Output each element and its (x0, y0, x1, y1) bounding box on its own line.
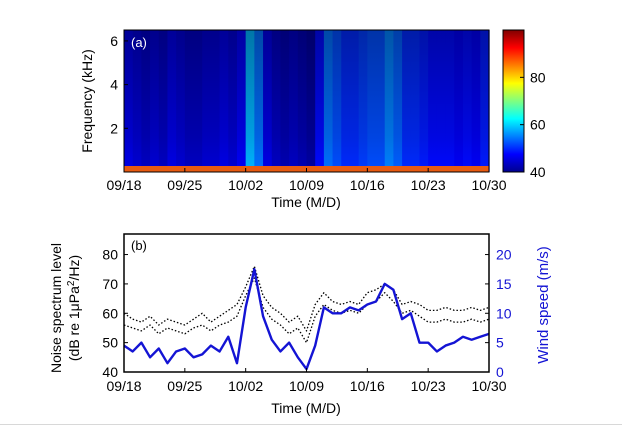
spectrogram-x-tick-label: 10/09 (289, 177, 324, 193)
spectrogram-x-tick-label: 10/02 (228, 177, 263, 193)
wind-speed-y-tick-label: 5 (496, 335, 504, 351)
noise-level-y-tick-label: 40 (102, 364, 118, 380)
noise-level-y-axis-title-line1: Noise spectrum level (48, 243, 64, 373)
time-series-x-tick-label: 10/30 (471, 378, 506, 394)
time-series-x-axis-title: Time (M/D) (271, 400, 340, 416)
colorbar-ticks: 40 60 80 (520, 69, 546, 180)
spectrogram-frequency-shading (124, 30, 489, 172)
spectrogram-panel: (a) 2 4 6 09/18 09/25 10/02 10/09 10/16 10/23 10… (79, 29, 546, 210)
noise-level-line-2 (123, 277, 490, 344)
spectrogram-x-tick-label: 10/23 (411, 177, 446, 193)
time-series-x-tick-label: 09/18 (106, 378, 141, 394)
noise-level-y-tick-label: 80 (102, 247, 118, 263)
colorbar-tick-label: 80 (530, 69, 546, 85)
spectrogram-y-tick-label: 2 (110, 120, 118, 136)
wind-speed-y-tick-label: 20 (496, 247, 512, 263)
spectrogram-y-tick-label: 6 (110, 33, 118, 49)
ylabel-superscript: 2 (66, 280, 77, 286)
spectrogram-x-tick-label: 10/16 (350, 177, 385, 193)
noise-level-y-axis: 40 50 60 70 80 (102, 247, 128, 380)
noise-level-y-axis-title-line2: (dB re 1μPa2/Hz) (66, 255, 82, 361)
time-series-x-tick-label: 10/23 (411, 378, 446, 394)
page-divider (0, 424, 622, 425)
spectrogram-x-axis: 09/18 09/25 10/02 10/09 10/16 10/23 10/30 (106, 168, 507, 193)
ylabel-unit: Pa (66, 286, 82, 303)
wind-speed-y-tick-label: 0 (496, 364, 504, 380)
wind-speed-y-axis: 0 5 10 15 20 (485, 247, 512, 380)
time-series-lines (123, 265, 490, 371)
spectrogram-x-tick-label: 10/30 (471, 177, 506, 193)
colorbar-scale (502, 29, 525, 173)
time-series-panel: (b) 40 50 60 70 80 0 5 10 15 20 09/18 09/25 10/02 1… (48, 233, 552, 416)
ylabel-mu: μ (66, 303, 82, 311)
noise-level-y-tick-label: 70 (102, 276, 118, 292)
spectrogram-x-tick-label: 09/25 (167, 177, 202, 193)
wind-speed-y-tick-label: 10 (496, 305, 512, 321)
colorbar-tick-label: 60 (530, 117, 546, 133)
wind-speed-y-axis-title: Wind speed (m/s) (535, 246, 552, 364)
spectrogram-x-axis-title: Time (M/D) (271, 194, 340, 210)
spectrogram-y-tick-label: 4 (110, 77, 118, 93)
spectrogram-x-tick-label: 09/18 (106, 177, 141, 193)
time-series-x-tick-label: 10/02 (228, 378, 263, 394)
colorbar-tick-label: 40 (530, 164, 546, 180)
noise-level-y-tick-label: 60 (102, 305, 118, 321)
panel-a-label: (a) (131, 35, 147, 50)
time-series-x-tick-label: 10/09 (289, 378, 324, 394)
ylabel-prefix: (dB re 1 (66, 311, 82, 361)
wind-speed-line (123, 268, 490, 371)
time-series-x-tick-label: 09/25 (167, 378, 202, 394)
noise-level-y-tick-label: 50 (102, 335, 118, 351)
wind-speed-y-tick-label: 15 (496, 276, 512, 292)
time-series-x-axis: 09/18 09/25 10/02 10/09 10/16 10/23 10/30 (106, 368, 507, 394)
ylabel-suffix: /Hz) (66, 255, 82, 281)
spectrogram-y-axis-title: Frequency (kHz) (79, 49, 95, 152)
colorbar: 40 60 80 (502, 29, 546, 180)
time-series-x-tick-label: 10/16 (350, 378, 385, 394)
panel-b-label: (b) (131, 238, 147, 253)
noise-level-line-1 (123, 265, 490, 332)
spectrogram-y-axis: 2 4 6 (110, 33, 128, 136)
